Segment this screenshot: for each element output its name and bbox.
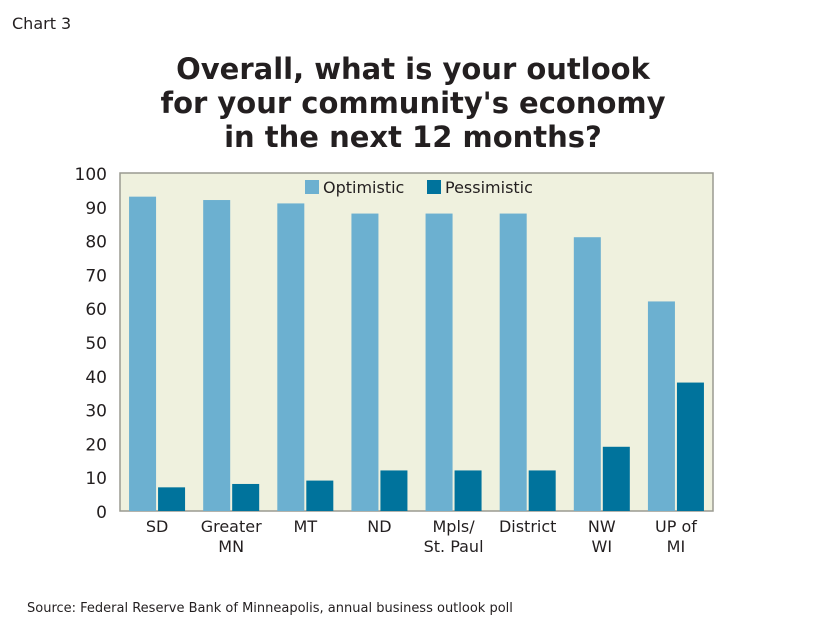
bar-pessimistic (528, 470, 556, 511)
legend-swatch (427, 180, 441, 194)
bar-optimistic (499, 213, 527, 511)
source-note: Source: Federal Reserve Bank of Minneapo… (27, 601, 513, 616)
x-tick-label: NW (588, 517, 616, 536)
legend-label: Pessimistic (445, 178, 533, 197)
bar-optimistic (351, 213, 379, 511)
x-tick-label: Mpls/ (432, 517, 475, 536)
y-tick-label: 0 (96, 503, 107, 523)
y-tick-label: 30 (85, 402, 107, 422)
bar-optimistic (277, 203, 305, 512)
y-tick-label: 100 (75, 165, 107, 185)
bar-optimistic (203, 200, 231, 512)
bar-optimistic (129, 196, 157, 511)
title-line: in the next 12 months? (224, 120, 602, 154)
x-tick-label: WI (592, 537, 613, 556)
x-tick-label: UP of (655, 517, 697, 536)
x-tick-label: MN (218, 537, 244, 556)
x-tick-label: MI (667, 537, 686, 556)
x-tick-label: St. Paul (424, 537, 484, 556)
chart-label: Chart 3 (12, 14, 72, 33)
bar-pessimistic (454, 470, 482, 511)
title-line: Overall, what is your outlook (176, 52, 650, 86)
y-tick-label: 90 (85, 199, 107, 219)
x-tick-label: Greater (201, 517, 262, 536)
title-line: for your community's economy (160, 86, 666, 120)
legend-label: Optimistic (323, 178, 404, 197)
y-tick-label: 10 (85, 469, 107, 489)
bar-optimistic (647, 301, 675, 511)
bar-pessimistic (306, 480, 334, 511)
bar-pessimistic (158, 487, 186, 511)
y-tick-label: 20 (85, 435, 107, 455)
bar-pessimistic (232, 483, 260, 511)
bar-optimistic (573, 237, 601, 511)
bar-pessimistic (602, 446, 630, 511)
y-tick-label: 70 (85, 266, 107, 286)
chart-title: Overall, what is your outlook for your c… (0, 52, 826, 154)
bar-pessimistic (676, 382, 704, 511)
bar-optimistic (425, 213, 453, 511)
legend-swatch (305, 180, 319, 194)
x-tick-label: ND (367, 517, 391, 536)
y-tick-label: 40 (85, 368, 107, 388)
y-tick-label: 50 (85, 334, 107, 354)
x-tick-label: District (499, 517, 556, 536)
x-tick-label: MT (294, 517, 318, 536)
y-tick-label: 60 (85, 300, 107, 320)
y-tick-label: 80 (85, 233, 107, 253)
bar-pessimistic (380, 470, 408, 511)
x-tick-label: SD (146, 517, 168, 536)
